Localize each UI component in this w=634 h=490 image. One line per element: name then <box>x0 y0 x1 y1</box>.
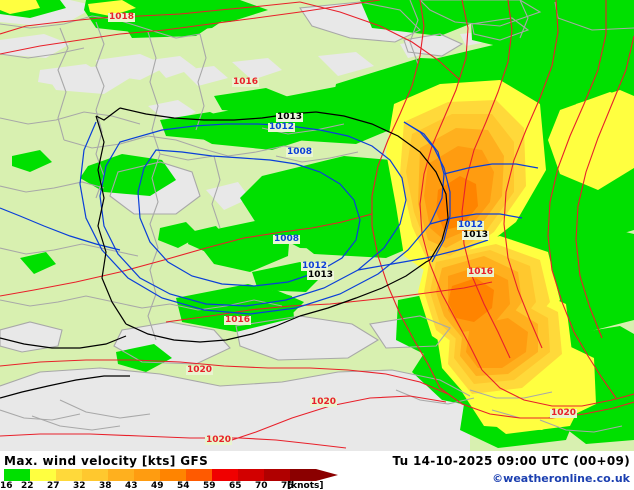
colorbar-tick-label: 76 <box>281 481 294 490</box>
isobar-value-label: 1012 <box>268 122 296 132</box>
colorbar-tick-label: 54 <box>177 481 190 490</box>
wind-colorbar-segments <box>4 469 338 481</box>
isobar-value-label: 1020 <box>550 408 578 418</box>
isobar-value-label: 1020 <box>310 397 338 407</box>
isobar-value-label: 1013 <box>276 112 304 122</box>
colorbar-segment <box>160 469 186 481</box>
colorbar-tick-label: 70 <box>255 481 268 490</box>
model-run-timestamp: Tu 14-10-2025 09:00 UTC (00+09) <box>392 454 630 468</box>
isobar-value-label: 1016 <box>232 77 260 87</box>
colorbar-tick-label: 65 <box>229 481 242 490</box>
isobar-value-label: 1020 <box>186 365 214 375</box>
isobar-value-label: 1008 <box>286 147 314 157</box>
colorbar-tick-label: 49 <box>151 481 164 490</box>
wind-colorbar <box>4 469 338 481</box>
colorbar-tick-label: 43 <box>125 481 138 490</box>
isobar-value-label: 1020 <box>205 435 233 445</box>
colorbar-segment <box>4 469 30 481</box>
isobar-value-label: 1016 <box>467 267 495 277</box>
wind-unit-label: [knots] <box>287 481 324 490</box>
colorbar-segment <box>212 469 238 481</box>
contours-black <box>0 107 449 399</box>
map-footer: Max. wind velocity [kts] GFS [knots] 16 2… <box>0 451 634 490</box>
isobar-value-label: 1016 <box>224 315 252 325</box>
colorbar-segment <box>290 469 316 481</box>
map-graphics <box>0 0 634 451</box>
wind-colorbar-ticks: [knots] 16 22 27 32 38 43 49 54 59 65 70 76 <box>0 481 400 490</box>
colorbar-segment <box>30 469 56 481</box>
contours-blue <box>0 121 539 315</box>
colorbar-tick-label: 59 <box>203 481 216 490</box>
isobar-value-label: 1018 <box>108 12 136 22</box>
colorbar-segment <box>134 469 160 481</box>
colorbar-arrow-tip <box>316 469 338 481</box>
colorbar-tick-label: 32 <box>73 481 86 490</box>
weather-map-canvas[interactable]: 1018 1016 1013 1012 1008 1008 1012 1013 1012 1013… <box>0 0 634 451</box>
isobar-value-label: 1012 <box>301 261 329 271</box>
colorbar-segment <box>82 469 108 481</box>
colorbar-tick-label: 38 <box>99 481 112 490</box>
isobar-value-label: 1012 <box>457 220 485 230</box>
colorbar-segment <box>264 469 290 481</box>
copyright-credit: ©weatheronline.co.uk <box>492 472 630 485</box>
legend-title: Max. wind velocity [kts] GFS <box>4 454 209 468</box>
isobar-value-label: 1013 <box>462 230 490 240</box>
colorbar-segment <box>186 469 212 481</box>
colorbar-tick-label: 22 <box>21 481 34 490</box>
colorbar-tick-label: 27 <box>47 481 60 490</box>
colorbar-tick-label: 16 <box>0 481 13 490</box>
colorbar-segment <box>56 469 82 481</box>
colorbar-segment <box>108 469 134 481</box>
isobar-value-label: 1008 <box>273 234 301 244</box>
colorbar-segment <box>238 469 264 481</box>
isobar-value-label: 1013 <box>307 270 335 280</box>
